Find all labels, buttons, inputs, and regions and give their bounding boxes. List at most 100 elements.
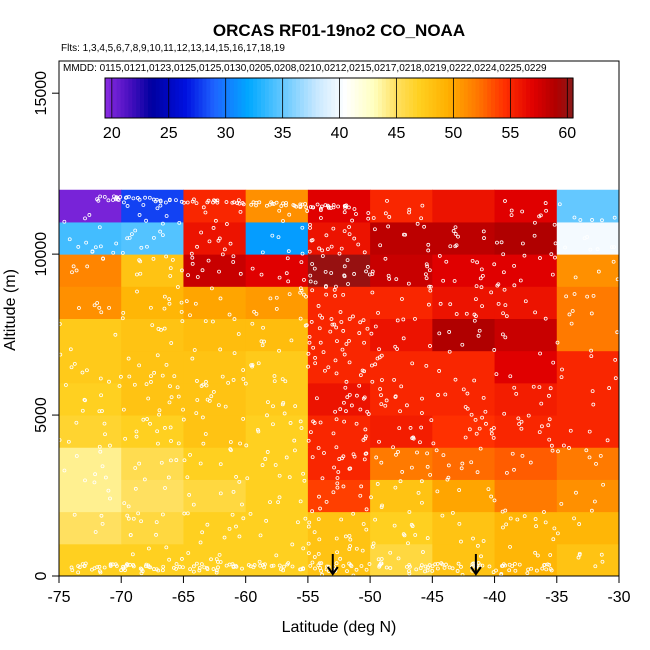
sample-point: [347, 547, 352, 552]
sample-point: [453, 232, 458, 236]
sample-point: [589, 348, 593, 353]
sample-point: [192, 197, 196, 202]
sample-point: [119, 374, 123, 379]
sample-point: [441, 278, 446, 283]
sample-point: [298, 419, 303, 424]
x-tick-label: -35: [545, 589, 568, 606]
sample-point: [142, 477, 147, 482]
sample-point: [181, 407, 185, 412]
sample-point: [328, 329, 333, 334]
sample-point: [370, 290, 375, 295]
y-tick-label: 15000: [33, 71, 50, 116]
sample-point: [138, 271, 143, 276]
sample-point: [435, 566, 440, 571]
sample-point: [507, 568, 512, 573]
sample-point: [344, 409, 348, 414]
sample-point: [270, 201, 275, 206]
sample-point: [307, 340, 312, 345]
sample-point: [332, 287, 337, 292]
sample-point: [337, 457, 342, 461]
sample-point: [325, 247, 330, 252]
sample-point: [386, 224, 391, 229]
sample-point: [437, 331, 442, 336]
sample-point: [179, 199, 184, 204]
heatmap-cell: [307, 479, 371, 513]
sample-point: [182, 200, 186, 205]
sample-point: [341, 564, 346, 568]
sample-point: [428, 288, 433, 293]
sample-point: [214, 570, 219, 575]
sample-point: [127, 374, 132, 379]
sample-point: [82, 563, 87, 568]
sample-point: [329, 244, 334, 249]
sample-point: [174, 566, 178, 571]
sample-point: [319, 216, 323, 220]
sample-point: [157, 408, 162, 413]
sample-point: [514, 391, 519, 396]
sample-point: [394, 452, 398, 457]
colorbar-segment: [323, 78, 328, 118]
sample-point: [405, 403, 409, 408]
sample-point: [310, 455, 315, 460]
sample-point: [318, 565, 322, 570]
sample-point: [185, 511, 190, 516]
sample-point: [199, 562, 204, 566]
colorbar-segment: [553, 78, 558, 118]
sample-point: [332, 322, 337, 327]
sample-point: [444, 259, 449, 264]
sample-point: [435, 489, 440, 494]
heatmap-cell: [556, 286, 620, 319]
sample-point: [300, 202, 305, 207]
sample-point: [547, 562, 552, 567]
sample-point: [336, 204, 340, 209]
sample-point: [509, 213, 514, 218]
sample-point: [198, 540, 203, 545]
sample-point: [415, 221, 420, 226]
sample-point: [68, 347, 73, 352]
sample-point: [277, 275, 282, 280]
sample-point: [475, 260, 479, 265]
axes: -75 -70 -65 -60 -55 -50 -45 -40 -35 -30 0 5000 10000…: [33, 60, 631, 606]
sample-point: [401, 232, 406, 237]
colorbar-segment: [198, 78, 204, 118]
sample-point: [572, 292, 577, 296]
sample-point: [240, 566, 244, 571]
sample-point: [364, 451, 369, 456]
sample-point: [230, 512, 235, 517]
heatmap-cell: [245, 318, 309, 352]
colorbar-segment: [128, 78, 133, 118]
sample-point: [366, 216, 371, 221]
sample-point: [481, 539, 486, 543]
sample-point: [344, 379, 349, 384]
sample-point: [98, 449, 103, 454]
sample-point: [168, 274, 173, 278]
sample-point: [494, 568, 498, 573]
sample-point: [225, 222, 229, 226]
sample-point: [515, 517, 520, 522]
sample-point: [301, 566, 305, 571]
sample-point: [384, 565, 389, 570]
sample-point: [125, 204, 130, 208]
sample-point: [126, 356, 131, 361]
sample-point: [317, 246, 321, 251]
x-tick-label: -65: [172, 589, 195, 606]
sample-point: [352, 207, 357, 211]
sample-point: [286, 249, 291, 254]
sample-point: [467, 427, 472, 432]
sample-point: [388, 550, 393, 555]
sample-point: [114, 564, 119, 568]
colorbar-segment: [487, 78, 492, 118]
sample-point: [544, 208, 548, 213]
sample-point: [486, 487, 491, 492]
sample-point: [334, 284, 338, 289]
sample-point: [329, 317, 334, 321]
sample-point: [414, 567, 419, 572]
sample-point: [508, 374, 513, 379]
sample-point: [325, 203, 330, 208]
sample-point: [229, 448, 233, 453]
sample-point: [301, 471, 306, 476]
sample-point: [175, 285, 180, 289]
colorbar-segment: [424, 78, 430, 118]
sample-point: [254, 311, 259, 316]
